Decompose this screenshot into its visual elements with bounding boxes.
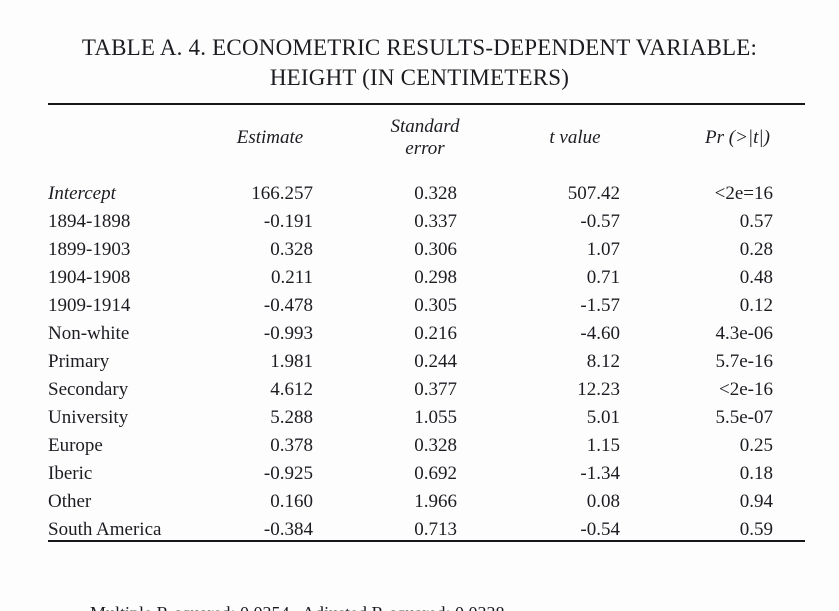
- top-rule: [48, 103, 805, 105]
- cell-std-error: 1.055: [414, 407, 457, 428]
- cell-estimate: -0.925: [263, 463, 313, 484]
- bottom-rule: [48, 540, 805, 542]
- cell-std-error: 0.306: [414, 239, 457, 260]
- table-row: South America -0.384 0.713 -0.54 0.59: [48, 516, 805, 544]
- cell-t-value: 1.07: [586, 239, 620, 260]
- table-row: Iberic -0.925 0.692 -1.34 0.18: [48, 460, 805, 488]
- row-label: Europe: [48, 435, 103, 456]
- table-row: Other 0.160 1.966 0.08 0.94: [48, 488, 805, 516]
- cell-pr: 5.5e-07: [715, 407, 773, 428]
- cell-t-value: 8.12: [586, 351, 620, 372]
- table-row: 1904-1908 0.211 0.298 0.71 0.48: [48, 264, 805, 292]
- cell-estimate: -0.993: [263, 323, 313, 344]
- cell-std-error: 0.713: [414, 519, 457, 540]
- table-notes: Multiple R-squared: 0.0354. Adjusted R-s…: [90, 561, 602, 611]
- cell-estimate: 166.257: [251, 183, 313, 204]
- cell-pr: 0.48: [739, 267, 773, 288]
- cell-std-error: 1.966: [414, 491, 457, 512]
- cell-std-error: 0.244: [414, 351, 457, 372]
- header-t-value: t value: [549, 127, 601, 148]
- table-row: Non-white -0.993 0.216 -4.60 4.3e-06: [48, 320, 805, 348]
- cell-std-error: 0.305: [414, 295, 457, 316]
- cell-t-value: 12.23: [577, 379, 620, 400]
- header-row: Estimate Standard error t value Pr (>|t|…: [48, 116, 805, 160]
- row-label: Intercept: [48, 183, 116, 204]
- cell-std-error: 0.337: [414, 211, 457, 232]
- table-row: Secondary 4.612 0.377 12.23 <2e-16: [48, 376, 805, 404]
- table-row: Primary 1.981 0.244 8.12 5.7e-16: [48, 348, 805, 376]
- header-spacer: [48, 160, 805, 180]
- cell-t-value: 1.15: [586, 435, 620, 456]
- row-label: Non-white: [48, 323, 130, 344]
- cell-pr: 0.18: [739, 463, 773, 484]
- cell-t-value: -0.54: [580, 519, 620, 540]
- table-body: Intercept 166.257 0.328 507.42 <2e=16 18…: [48, 180, 805, 544]
- table-title-line1: TABLE A. 4. ECONOMETRIC RESULTS-DEPENDEN…: [81, 35, 758, 60]
- cell-estimate: 0.211: [270, 267, 313, 288]
- cell-estimate: 1.981: [270, 351, 313, 372]
- cell-estimate: 4.612: [270, 379, 313, 400]
- cell-pr: 0.94: [739, 491, 773, 512]
- cell-std-error: 0.377: [414, 379, 457, 400]
- header-estimate: Estimate: [236, 127, 304, 148]
- cell-t-value: 5.01: [586, 407, 620, 428]
- row-label: Primary: [48, 351, 110, 372]
- row-label: 1909-1914: [48, 295, 131, 316]
- cell-pr: <2e=16: [714, 183, 773, 204]
- row-label: South America: [48, 519, 162, 540]
- cell-pr: 0.59: [739, 519, 773, 540]
- cell-estimate: -0.478: [263, 295, 313, 316]
- cell-std-error: 0.216: [414, 323, 457, 344]
- header-std-error: Standard error: [390, 116, 460, 159]
- cell-std-error: 0.298: [414, 267, 457, 288]
- table-row: 1909-1914 -0.478 0.305 -1.57 0.12: [48, 292, 805, 320]
- row-label: 1899-1903: [48, 239, 131, 260]
- cell-t-value: -1.34: [580, 463, 620, 484]
- cell-t-value: -4.60: [580, 323, 620, 344]
- cell-pr: <2e-16: [719, 379, 773, 400]
- row-label: Other: [48, 491, 92, 512]
- cell-pr: 0.57: [739, 211, 773, 232]
- table-title: TABLE A. 4. ECONOMETRIC RESULTS-DEPENDEN…: [0, 33, 839, 93]
- table-row: Intercept 166.257 0.328 507.42 <2e=16: [48, 180, 805, 208]
- row-label: Iberic: [48, 463, 93, 484]
- cell-pr: 5.7e-16: [715, 351, 773, 372]
- cell-estimate: -0.384: [263, 519, 313, 540]
- table-row: Europe 0.378 0.328 1.15 0.25: [48, 432, 805, 460]
- table-title-line2: HEIGHT (IN CENTIMETERS): [269, 65, 570, 90]
- table-row: 1899-1903 0.328 0.306 1.07 0.28: [48, 236, 805, 264]
- table-row: 1894-1898 -0.191 0.337 -0.57 0.57: [48, 208, 805, 236]
- cell-estimate: 0.160: [270, 491, 313, 512]
- table-row: University 5.288 1.055 5.01 5.5e-07: [48, 404, 805, 432]
- cell-estimate: 0.328: [270, 239, 313, 260]
- econometric-results-table: Estimate Standard error t value Pr (>|t|…: [48, 116, 805, 544]
- cell-pr: 0.25: [739, 435, 773, 456]
- cell-pr: 4.3e-06: [715, 323, 773, 344]
- row-label: 1904-1908: [48, 267, 131, 288]
- row-label: University: [48, 407, 129, 428]
- table-header: Estimate Standard error t value Pr (>|t|…: [48, 116, 805, 180]
- cell-t-value: -1.57: [580, 295, 620, 316]
- cell-t-value: 0.71: [586, 267, 620, 288]
- cell-t-value: 507.42: [567, 183, 620, 204]
- cell-estimate: 5.288: [270, 407, 313, 428]
- cell-estimate: 0.378: [270, 435, 313, 456]
- cell-pr: 0.28: [739, 239, 773, 260]
- note-r-squared: Multiple R-squared: 0.0354. Adjusted R-s…: [90, 603, 602, 611]
- header-pr: Pr (>|t|): [705, 127, 770, 148]
- cell-std-error: 0.328: [414, 183, 457, 204]
- header-variable: [48, 116, 220, 160]
- cell-std-error: 0.328: [414, 435, 457, 456]
- cell-std-error: 0.692: [414, 463, 457, 484]
- cell-pr: 0.12: [739, 295, 773, 316]
- row-label: 1894-1898: [48, 211, 131, 232]
- cell-t-value: 0.08: [586, 491, 620, 512]
- row-label: Secondary: [48, 379, 129, 400]
- cell-estimate: -0.191: [263, 211, 313, 232]
- cell-t-value: -0.57: [580, 211, 620, 232]
